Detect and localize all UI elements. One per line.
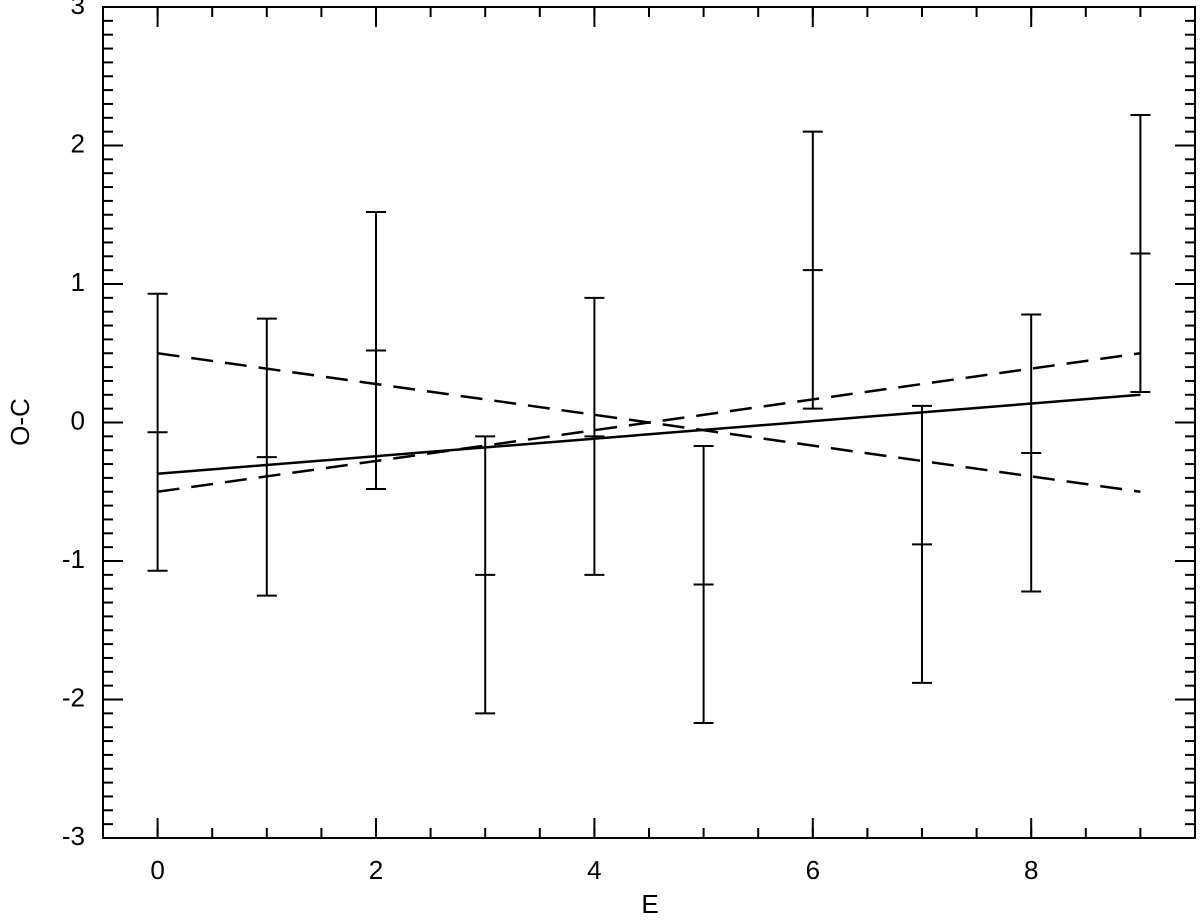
x-tick-label: 2 <box>369 855 383 885</box>
y-tick-label: -3 <box>62 821 85 851</box>
y-axis-label: O-C <box>5 398 35 446</box>
x-tick-label: 4 <box>587 855 601 885</box>
y-tick-label: 3 <box>71 0 85 20</box>
x-tick-label: 8 <box>1024 855 1038 885</box>
y-tick-label: 1 <box>71 267 85 297</box>
y-tick-label: -1 <box>62 544 85 574</box>
y-tick-label: 0 <box>71 405 85 435</box>
fit-line <box>157 352 1141 493</box>
y-tick-label: 2 <box>71 128 85 158</box>
x-axis-label: E <box>641 889 658 919</box>
y-tick-label: -2 <box>62 682 85 712</box>
x-tick-label: 0 <box>150 855 164 885</box>
x-tick-label: 6 <box>806 855 820 885</box>
fit-line <box>157 393 1141 475</box>
